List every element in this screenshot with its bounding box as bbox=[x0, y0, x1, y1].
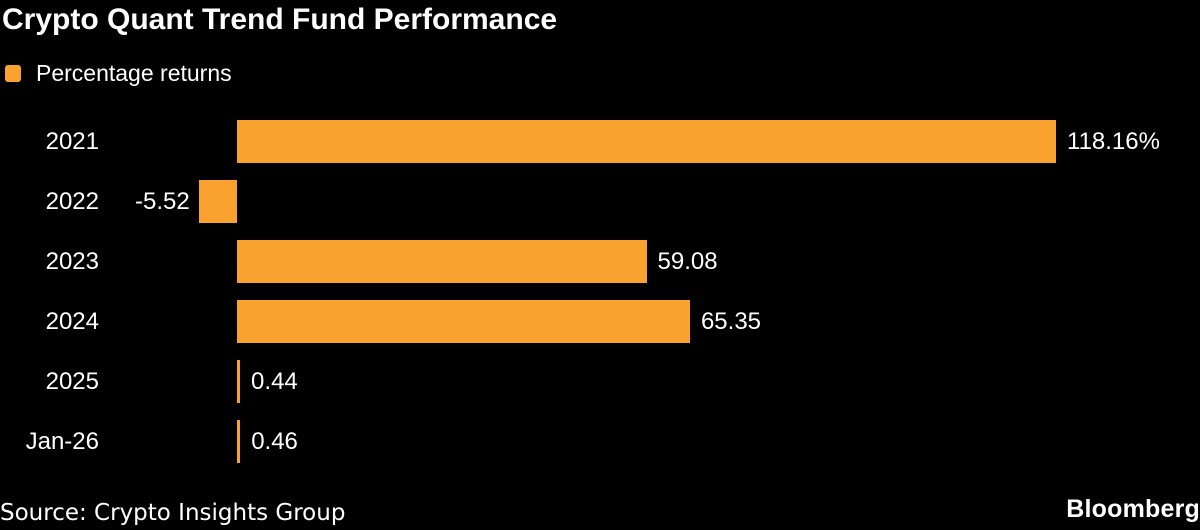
bar-row-2025: 2025 0.44 bbox=[0, 360, 1200, 403]
category-label: 2025 bbox=[45, 367, 99, 395]
bar-track: 118.16% bbox=[99, 120, 1200, 163]
bar-row-jan-26: Jan-26 0.46 bbox=[0, 420, 1200, 463]
category-label: 2023 bbox=[45, 247, 99, 275]
bar-row-2024: 2024 65.35 bbox=[0, 300, 1200, 343]
bar bbox=[237, 240, 647, 283]
bar-row-2021: 2021 118.16% bbox=[0, 120, 1200, 163]
bar-track: 59.08 bbox=[99, 240, 1200, 283]
value-label: 65.35 bbox=[700, 307, 762, 335]
legend-label: Percentage returns bbox=[36, 60, 232, 86]
category-label: 2022 bbox=[45, 187, 99, 215]
value-label: 59.08 bbox=[657, 247, 718, 275]
bar-track: 0.46 bbox=[99, 420, 1200, 463]
bar bbox=[198, 180, 237, 223]
bar-row-2023: 2023 59.08 bbox=[0, 240, 1200, 283]
legend: Percentage returns bbox=[5, 62, 232, 85]
bar bbox=[237, 300, 690, 343]
category-label: Jan-26 bbox=[25, 427, 99, 455]
bar-track: 65.35 bbox=[99, 300, 1200, 343]
source-note: Source: Crypto Insights Group bbox=[0, 500, 346, 527]
bar-chart: 2021 118.16% 2022 -5.52 2023 59.08 2024 bbox=[0, 120, 1200, 463]
legend-swatch-icon bbox=[5, 65, 21, 82]
bar bbox=[237, 360, 241, 403]
bar bbox=[237, 120, 1056, 163]
value-label: 0.44 bbox=[251, 367, 298, 395]
value-label: 118.16% bbox=[1067, 127, 1160, 155]
category-label: 2021 bbox=[45, 127, 99, 155]
bar-row-2022: 2022 -5.52 bbox=[0, 180, 1200, 223]
bloomberg-logo: Bloomberg bbox=[1066, 495, 1200, 523]
bar-track: -5.52 bbox=[99, 180, 1200, 223]
bar-track: 0.44 bbox=[99, 360, 1200, 403]
bar bbox=[237, 420, 241, 463]
category-label: 2024 bbox=[45, 307, 99, 335]
value-label: 0.46 bbox=[251, 427, 298, 455]
chart-title: Crypto Quant Trend Fund Performance bbox=[2, 3, 558, 36]
value-label: -5.52 bbox=[135, 187, 190, 215]
